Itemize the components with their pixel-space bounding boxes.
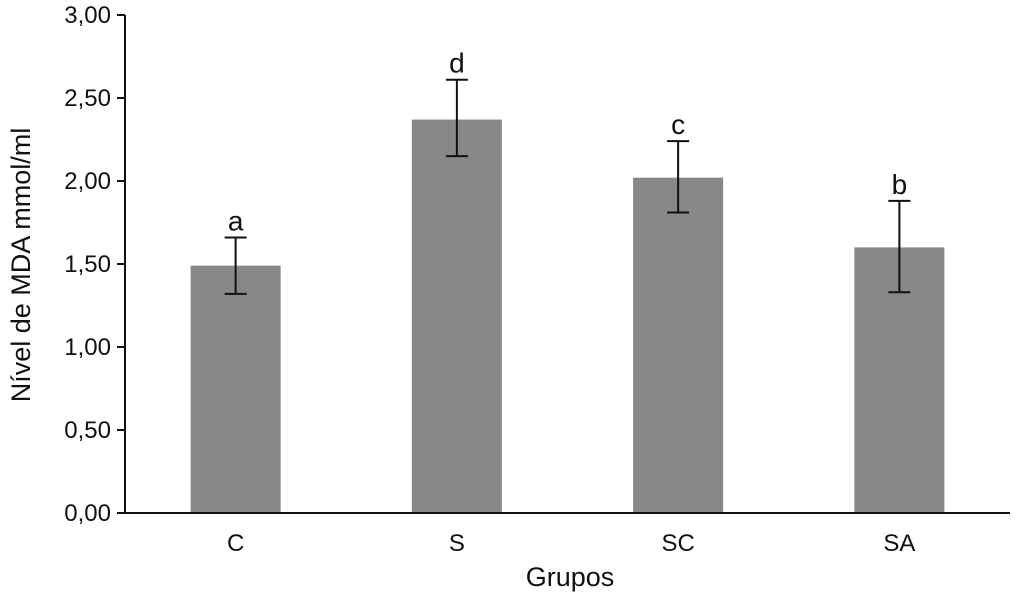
bars (190, 119, 945, 513)
error-bar (445, 78, 468, 158)
y-tick-label: 0,00 (64, 500, 111, 527)
y-tick-label: 2,00 (64, 168, 111, 195)
y-axis-title: Nível de MDA mmol/ml (6, 128, 36, 403)
significance-label: c (671, 109, 685, 140)
y-tick-label: 0,50 (64, 417, 111, 444)
significance-label: b (892, 169, 908, 200)
y-tick-label: 2,50 (64, 85, 111, 112)
x-tick-label: SC (661, 530, 694, 557)
bar (190, 265, 281, 513)
y-tick-label: 1,50 (64, 251, 111, 278)
x-axis-ticks: C S SC SA (227, 530, 915, 557)
error-bar (224, 236, 247, 295)
y-tick-label: 1,00 (64, 334, 111, 361)
error-bar (888, 199, 911, 294)
x-tick-label: SA (883, 530, 915, 557)
y-axis-ticks: 0,00 0,50 1,00 1,50 2,00 2,50 3,00 (64, 2, 125, 527)
x-tick-label: C (227, 530, 244, 557)
error-bar (667, 140, 690, 214)
bar (633, 177, 724, 513)
significance-labels: a d c b (228, 48, 907, 237)
bar (411, 119, 502, 513)
error-bars (224, 78, 911, 295)
x-axis-title: Grupos (526, 562, 615, 592)
y-tick-label: 3,00 (64, 2, 111, 29)
significance-label: d (449, 48, 465, 79)
x-tick-label: S (449, 530, 465, 557)
significance-label: a (228, 205, 244, 236)
